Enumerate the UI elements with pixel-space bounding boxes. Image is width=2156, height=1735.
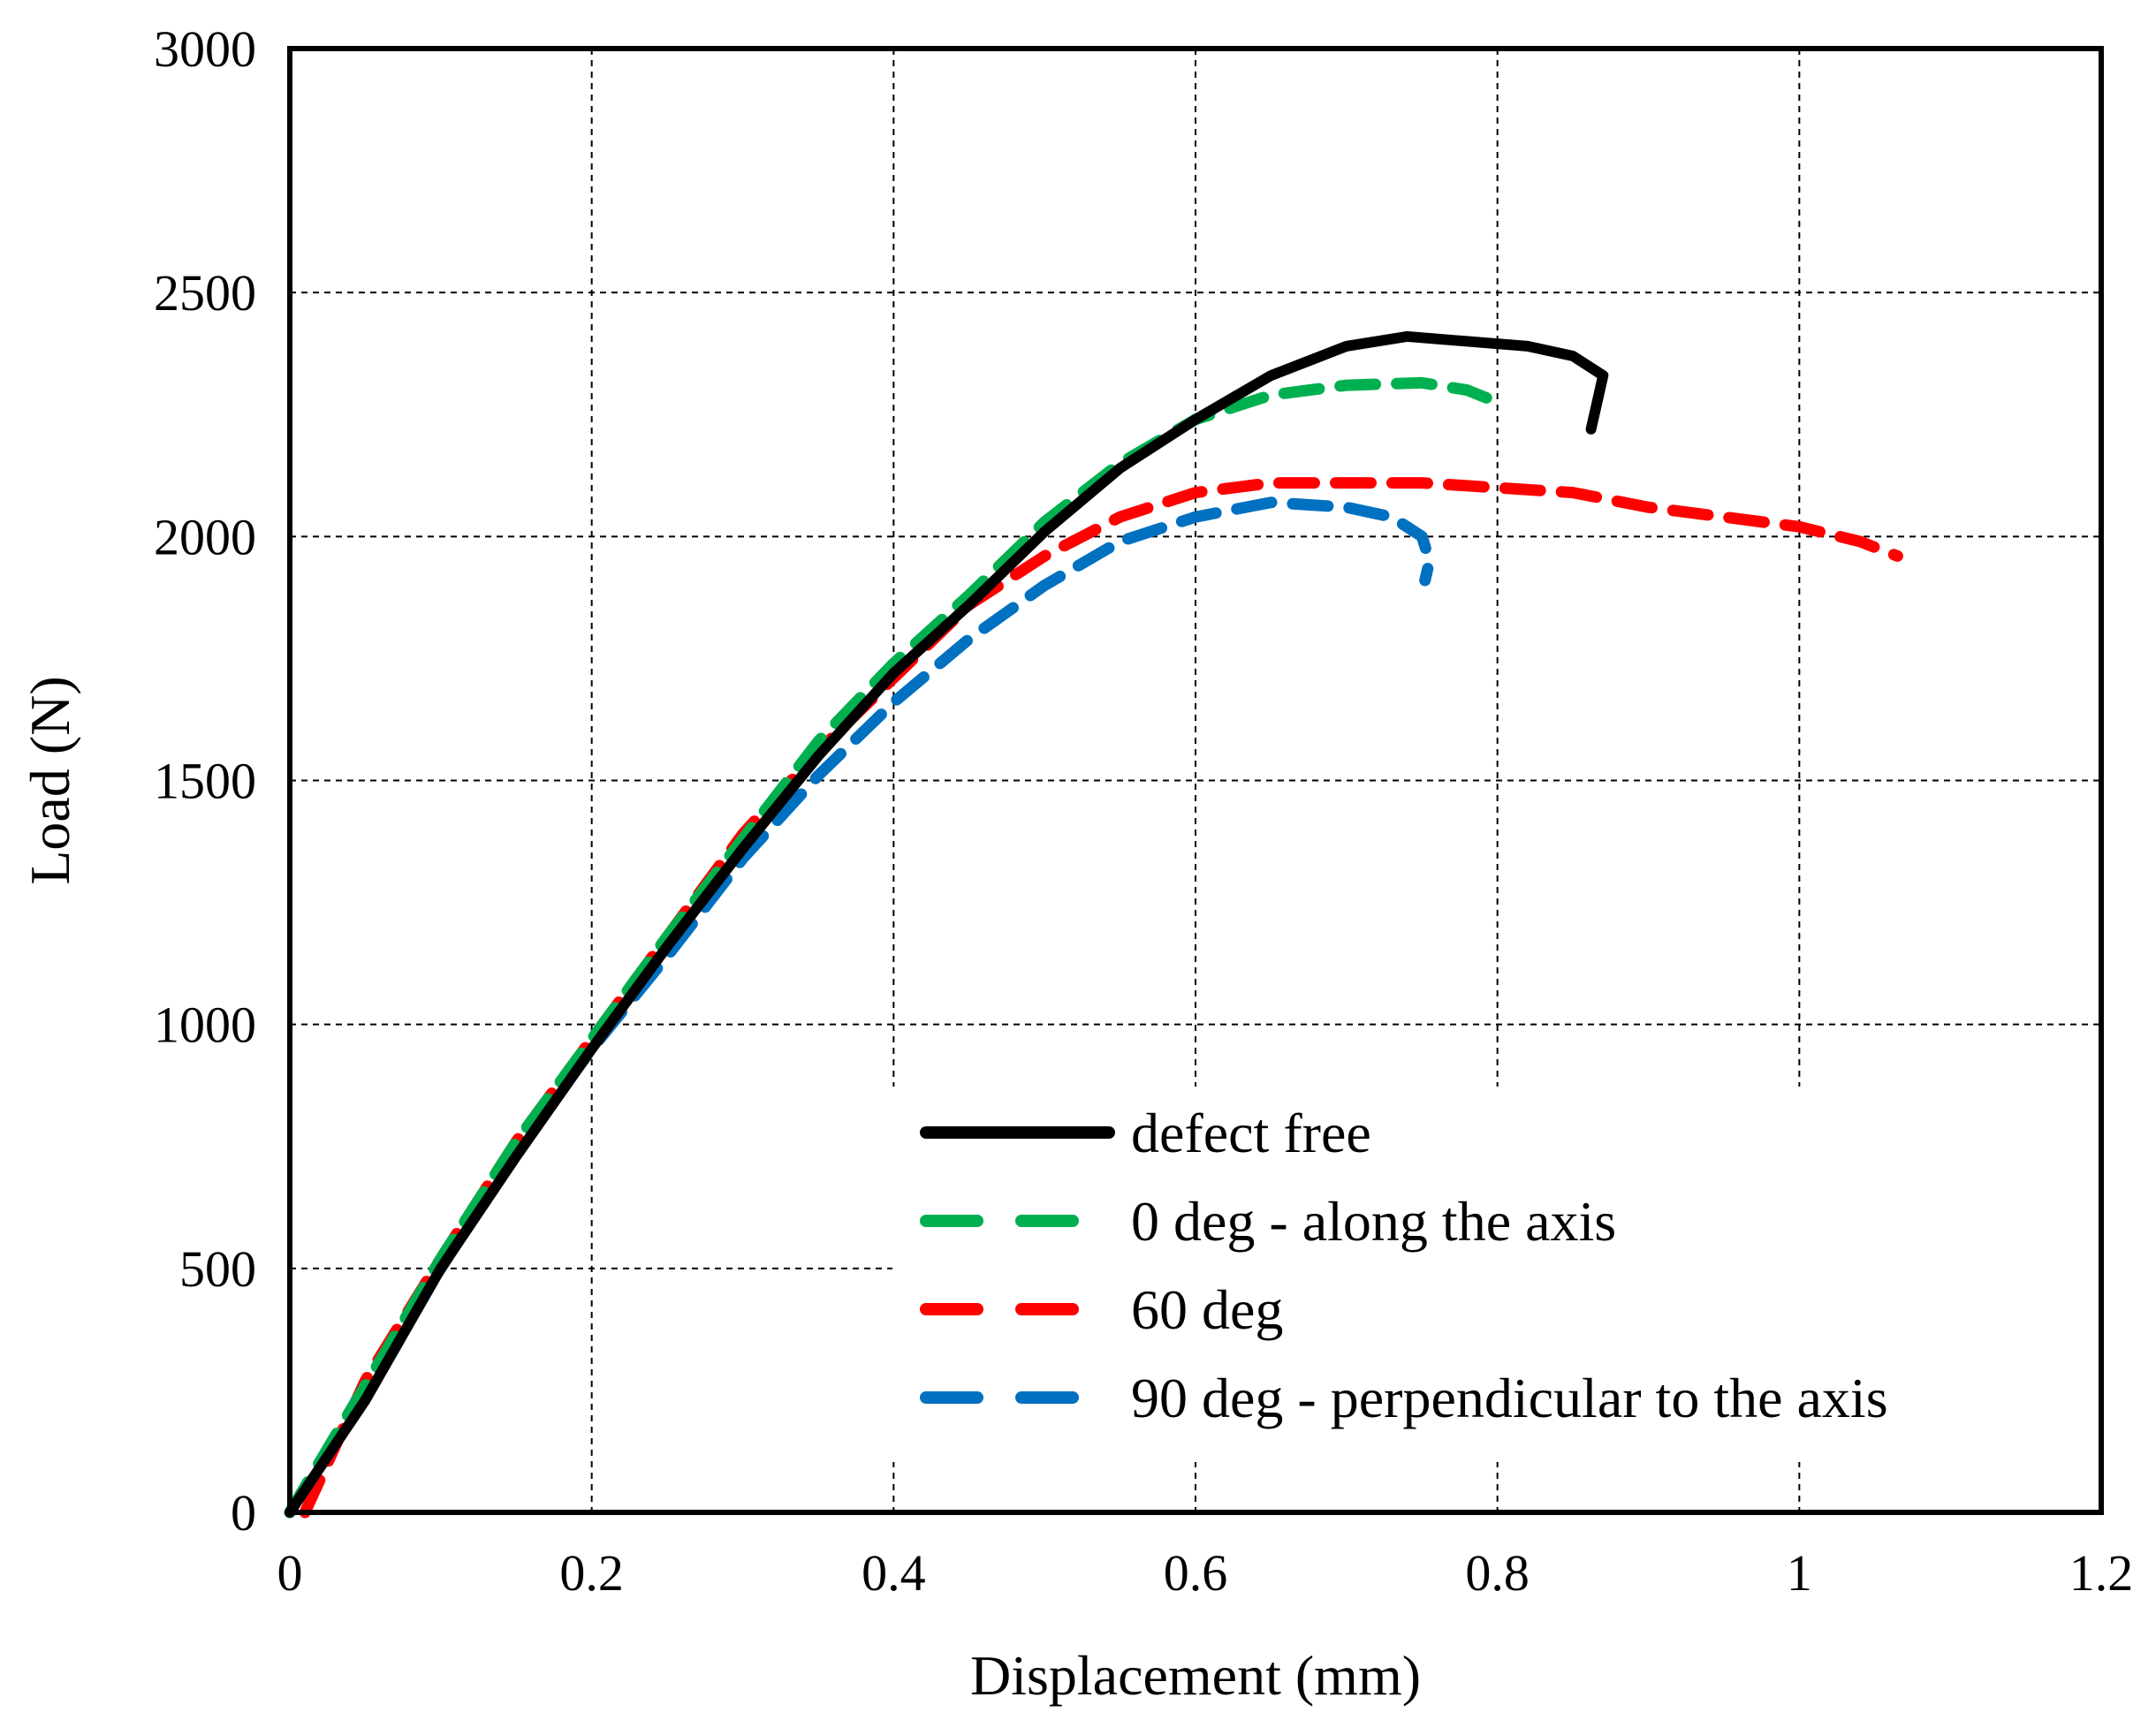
y-tick-label: 3000 bbox=[154, 20, 256, 78]
x-tick-label: 1.2 bbox=[2069, 1544, 2134, 1602]
plot-area-frame bbox=[287, 46, 2104, 1515]
x-tick-label: 0 bbox=[277, 1544, 303, 1602]
y-tick-label: 1500 bbox=[154, 753, 256, 810]
y-tick-label: 2000 bbox=[154, 508, 256, 565]
x-tick-label: 1 bbox=[1787, 1544, 1812, 1602]
x-tick-label: 0.6 bbox=[1164, 1544, 1228, 1602]
x-axis-ticks: 0 0.2 0.4 0.6 0.8 1 1.2 bbox=[277, 1544, 2134, 1602]
series-line-defect-free bbox=[285, 330, 1609, 1518]
y-tick-label: 2500 bbox=[154, 264, 256, 322]
legend-label: defect free bbox=[1131, 1102, 1371, 1164]
y-tick-label: 1000 bbox=[154, 996, 256, 1054]
legend-label: 90 deg - perpendicular to the axis bbox=[1131, 1367, 1888, 1429]
legend-background bbox=[892, 1087, 2099, 1462]
y-tick-label: 500 bbox=[179, 1240, 256, 1298]
x-tick-label: 0.4 bbox=[862, 1544, 926, 1602]
legend-label: 60 deg bbox=[1131, 1278, 1283, 1341]
x-tick-label: 0.8 bbox=[1465, 1544, 1530, 1602]
y-axis-ticks: 0 500 1000 1500 2000 2500 3000 bbox=[154, 20, 256, 1542]
x-axis-label: Displacement (mm) bbox=[970, 1644, 1421, 1707]
y-axis-label: Load (N) bbox=[19, 676, 81, 884]
x-tick-label: 0.2 bbox=[559, 1544, 624, 1602]
y-tick-label: 0 bbox=[231, 1484, 256, 1542]
series-layer bbox=[284, 330, 1903, 1519]
legend-label: 0 deg - along the axis bbox=[1131, 1190, 1616, 1253]
series-line-0-deg-along-the-axis bbox=[284, 376, 1504, 1519]
legend: defect free 0 deg - along the axis 60 deg 9… bbox=[892, 1087, 2099, 1462]
